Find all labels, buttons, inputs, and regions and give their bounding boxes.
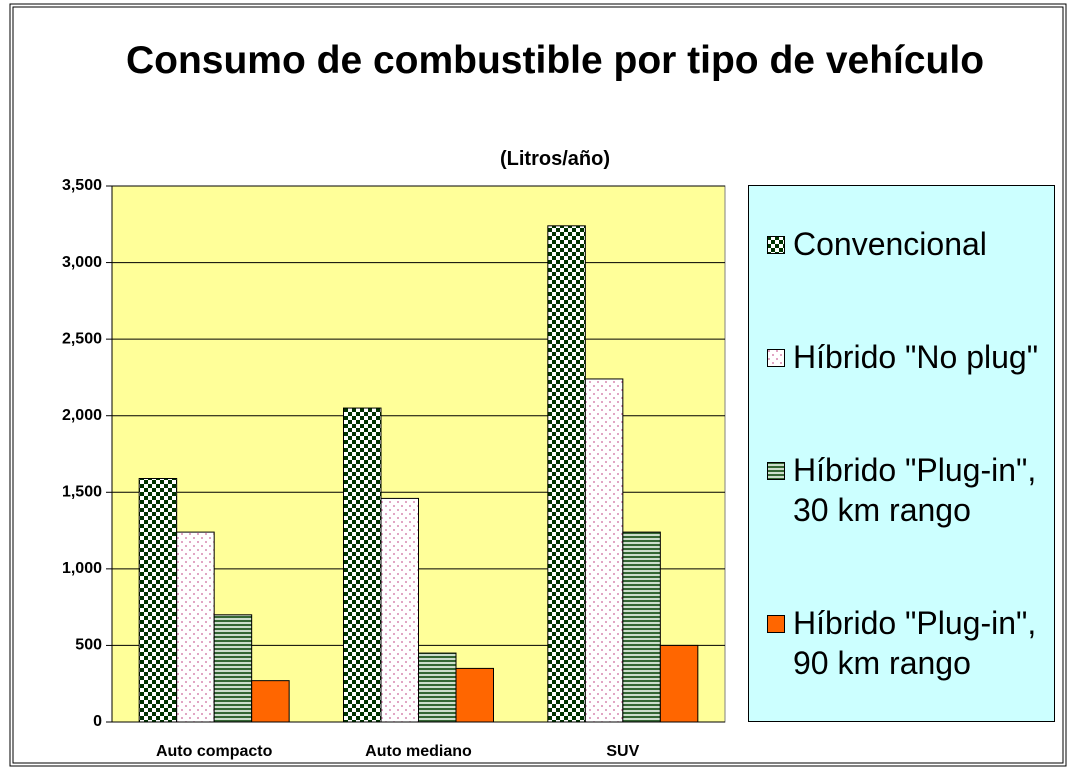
bar <box>343 407 382 723</box>
y-tick-label: 1,500 <box>62 484 102 501</box>
bar <box>659 644 699 723</box>
legend-swatch-rect <box>767 614 785 633</box>
bar <box>584 378 624 723</box>
legend-label: Híbrido "No plug" <box>793 339 1039 376</box>
legend-entry: Híbrido "No plug" <box>749 337 1054 377</box>
legend-entry: Híbrido "Plug-in", 90 km rango <box>749 603 1054 683</box>
bar <box>213 614 253 723</box>
bar <box>455 667 494 723</box>
legend-label: Híbrido "Plug-in", 90 km rango <box>793 604 1037 681</box>
bar <box>138 478 178 723</box>
chart-title: Consumo de combustible por tipo de vehíc… <box>125 39 985 82</box>
bar <box>380 497 419 723</box>
legend-swatch <box>767 349 785 368</box>
bar <box>547 225 586 723</box>
y-tick-label: 3,000 <box>62 254 102 271</box>
bar <box>176 531 215 723</box>
legend-swatch <box>767 461 785 480</box>
y-tick-label: 0 <box>93 713 102 730</box>
y-tick-label: 1,000 <box>62 560 102 577</box>
chart-subtitle: (Litros/año) <box>500 148 610 170</box>
y-tick-label: 2,500 <box>62 330 102 347</box>
x-tick-label: Auto mediano <box>365 743 472 760</box>
legend: Convencional Híbrido "No plug" Híbrido "Pl… <box>748 185 1055 722</box>
bar <box>418 652 457 723</box>
legend-swatch <box>767 614 785 633</box>
y-tick-label: 500 <box>75 637 102 654</box>
frame <box>9 3 1067 767</box>
legend-entry: Híbrido "Plug-in", 30 km rango <box>749 450 1054 530</box>
legend-label: Convencional <box>793 226 987 263</box>
legend-swatch <box>767 236 785 255</box>
legend-swatch-rect <box>767 461 785 480</box>
y-tick-label: 3,500 <box>62 177 102 194</box>
bar <box>251 680 290 723</box>
bar <box>622 531 661 723</box>
x-tick-label: Auto compacto <box>156 743 273 760</box>
legend-label: Híbrido "Plug-in", 30 km rango <box>793 451 1037 528</box>
x-tick-label: SUV <box>606 743 639 760</box>
legend-swatch-rect <box>767 236 785 255</box>
frame-inner <box>12 6 1064 764</box>
legend-entry: Convencional <box>749 224 1054 264</box>
legend-swatch-rect <box>767 349 785 368</box>
y-tick-label: 2,000 <box>62 407 102 424</box>
